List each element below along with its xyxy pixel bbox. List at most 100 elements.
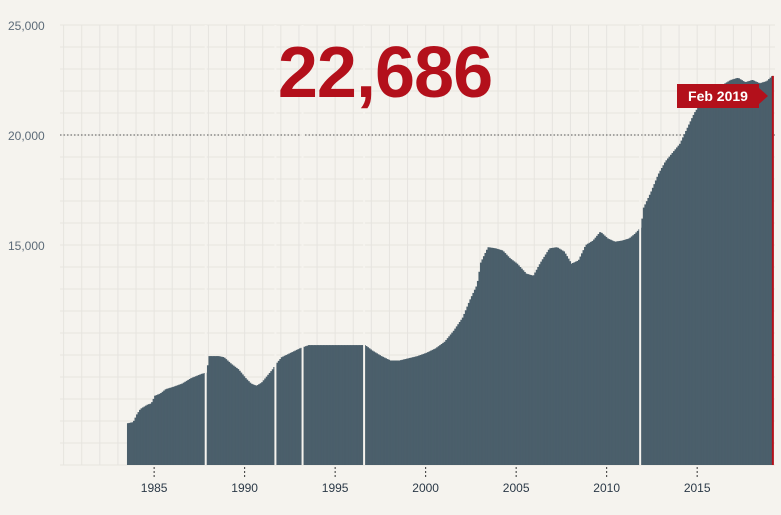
area-bar [737,78,741,465]
area-bar [577,259,581,465]
area-bar [303,346,306,465]
area-bar [743,82,747,466]
series-break [204,25,207,465]
area-bar [657,173,661,465]
area-bar [169,387,172,465]
area-bar [439,345,442,465]
area-bar [666,158,670,465]
area-bar [594,237,597,465]
area-bar [499,249,502,465]
area-bar [668,156,671,465]
area-bar [295,349,299,465]
area-bar [633,234,636,465]
area-bar [148,404,151,465]
area-bar [694,112,697,465]
area-bar [427,352,430,465]
area-bar [460,319,463,465]
area-bar [271,369,274,465]
area-bar [442,342,445,465]
area-bar [160,393,163,465]
area-bar [185,380,188,465]
area-bar [134,417,137,465]
area-bar [387,359,391,465]
area-bar [617,241,620,465]
area-bar [525,273,528,465]
area-bar [318,345,321,465]
area-bar [430,350,433,465]
area-bar [608,239,611,465]
area-bar [452,330,455,465]
area-bar [574,261,578,465]
area-bar [523,271,526,465]
area-bar [591,240,594,465]
area-bar [593,239,596,465]
area-bar [549,248,552,465]
area-bar [581,253,584,465]
area-bar [755,82,759,465]
area-bar [232,365,235,465]
area-bar [372,351,375,465]
area-bar [342,345,345,465]
area-bar [443,341,446,465]
area-bar [769,77,772,465]
area-bar [543,256,546,465]
area-bar [709,95,712,466]
area-bar [431,349,434,465]
area-bar [763,81,766,465]
area-bar [600,232,603,465]
area-bar [407,358,410,465]
area-bar [446,338,449,465]
area-bar [571,263,575,465]
area-bar [173,386,176,465]
area-bar [651,187,655,466]
area-bar [448,336,451,465]
area-bar [541,259,544,465]
area-bar [492,247,495,465]
area-bar [562,251,566,465]
area-bar [208,356,211,465]
area-bar [728,80,731,466]
area-bar [294,350,297,465]
area-bar [754,81,757,465]
area-bar [404,359,407,465]
area-bar [167,388,170,465]
area-bar [267,374,270,465]
area-bar [727,81,730,465]
area-bar [680,140,683,465]
area-bar [517,265,520,465]
area-bar [353,345,356,465]
area-bar [300,347,303,465]
area-bar [568,261,572,465]
area-bar [457,324,460,465]
area-bar [291,352,294,465]
area-bar [350,345,353,465]
area-bar [660,168,664,465]
area-bar [671,152,674,465]
area-bar [481,259,484,465]
area-bar [354,345,357,465]
area-bar [255,385,258,465]
area-bar [375,353,378,465]
area-bar [597,234,600,465]
flag-pointer [759,88,768,104]
area-bar [365,346,368,465]
area-bar [436,347,439,465]
flag-box [677,84,759,108]
area-bar [155,395,158,465]
area-bar [602,234,605,465]
area-bar [321,345,324,465]
area-bar [736,77,739,465]
area-bar [476,280,480,465]
area-bar [247,381,250,465]
area-bar [131,422,134,465]
area-bar [458,322,461,465]
area-bar [380,356,383,465]
area-bar [273,367,276,465]
area-bar [421,354,424,465]
series-break [363,25,366,465]
area-bar [715,93,718,465]
area-bar [470,296,474,465]
area-bar [700,102,703,466]
area-bar [722,84,725,465]
area-bar [605,237,608,465]
